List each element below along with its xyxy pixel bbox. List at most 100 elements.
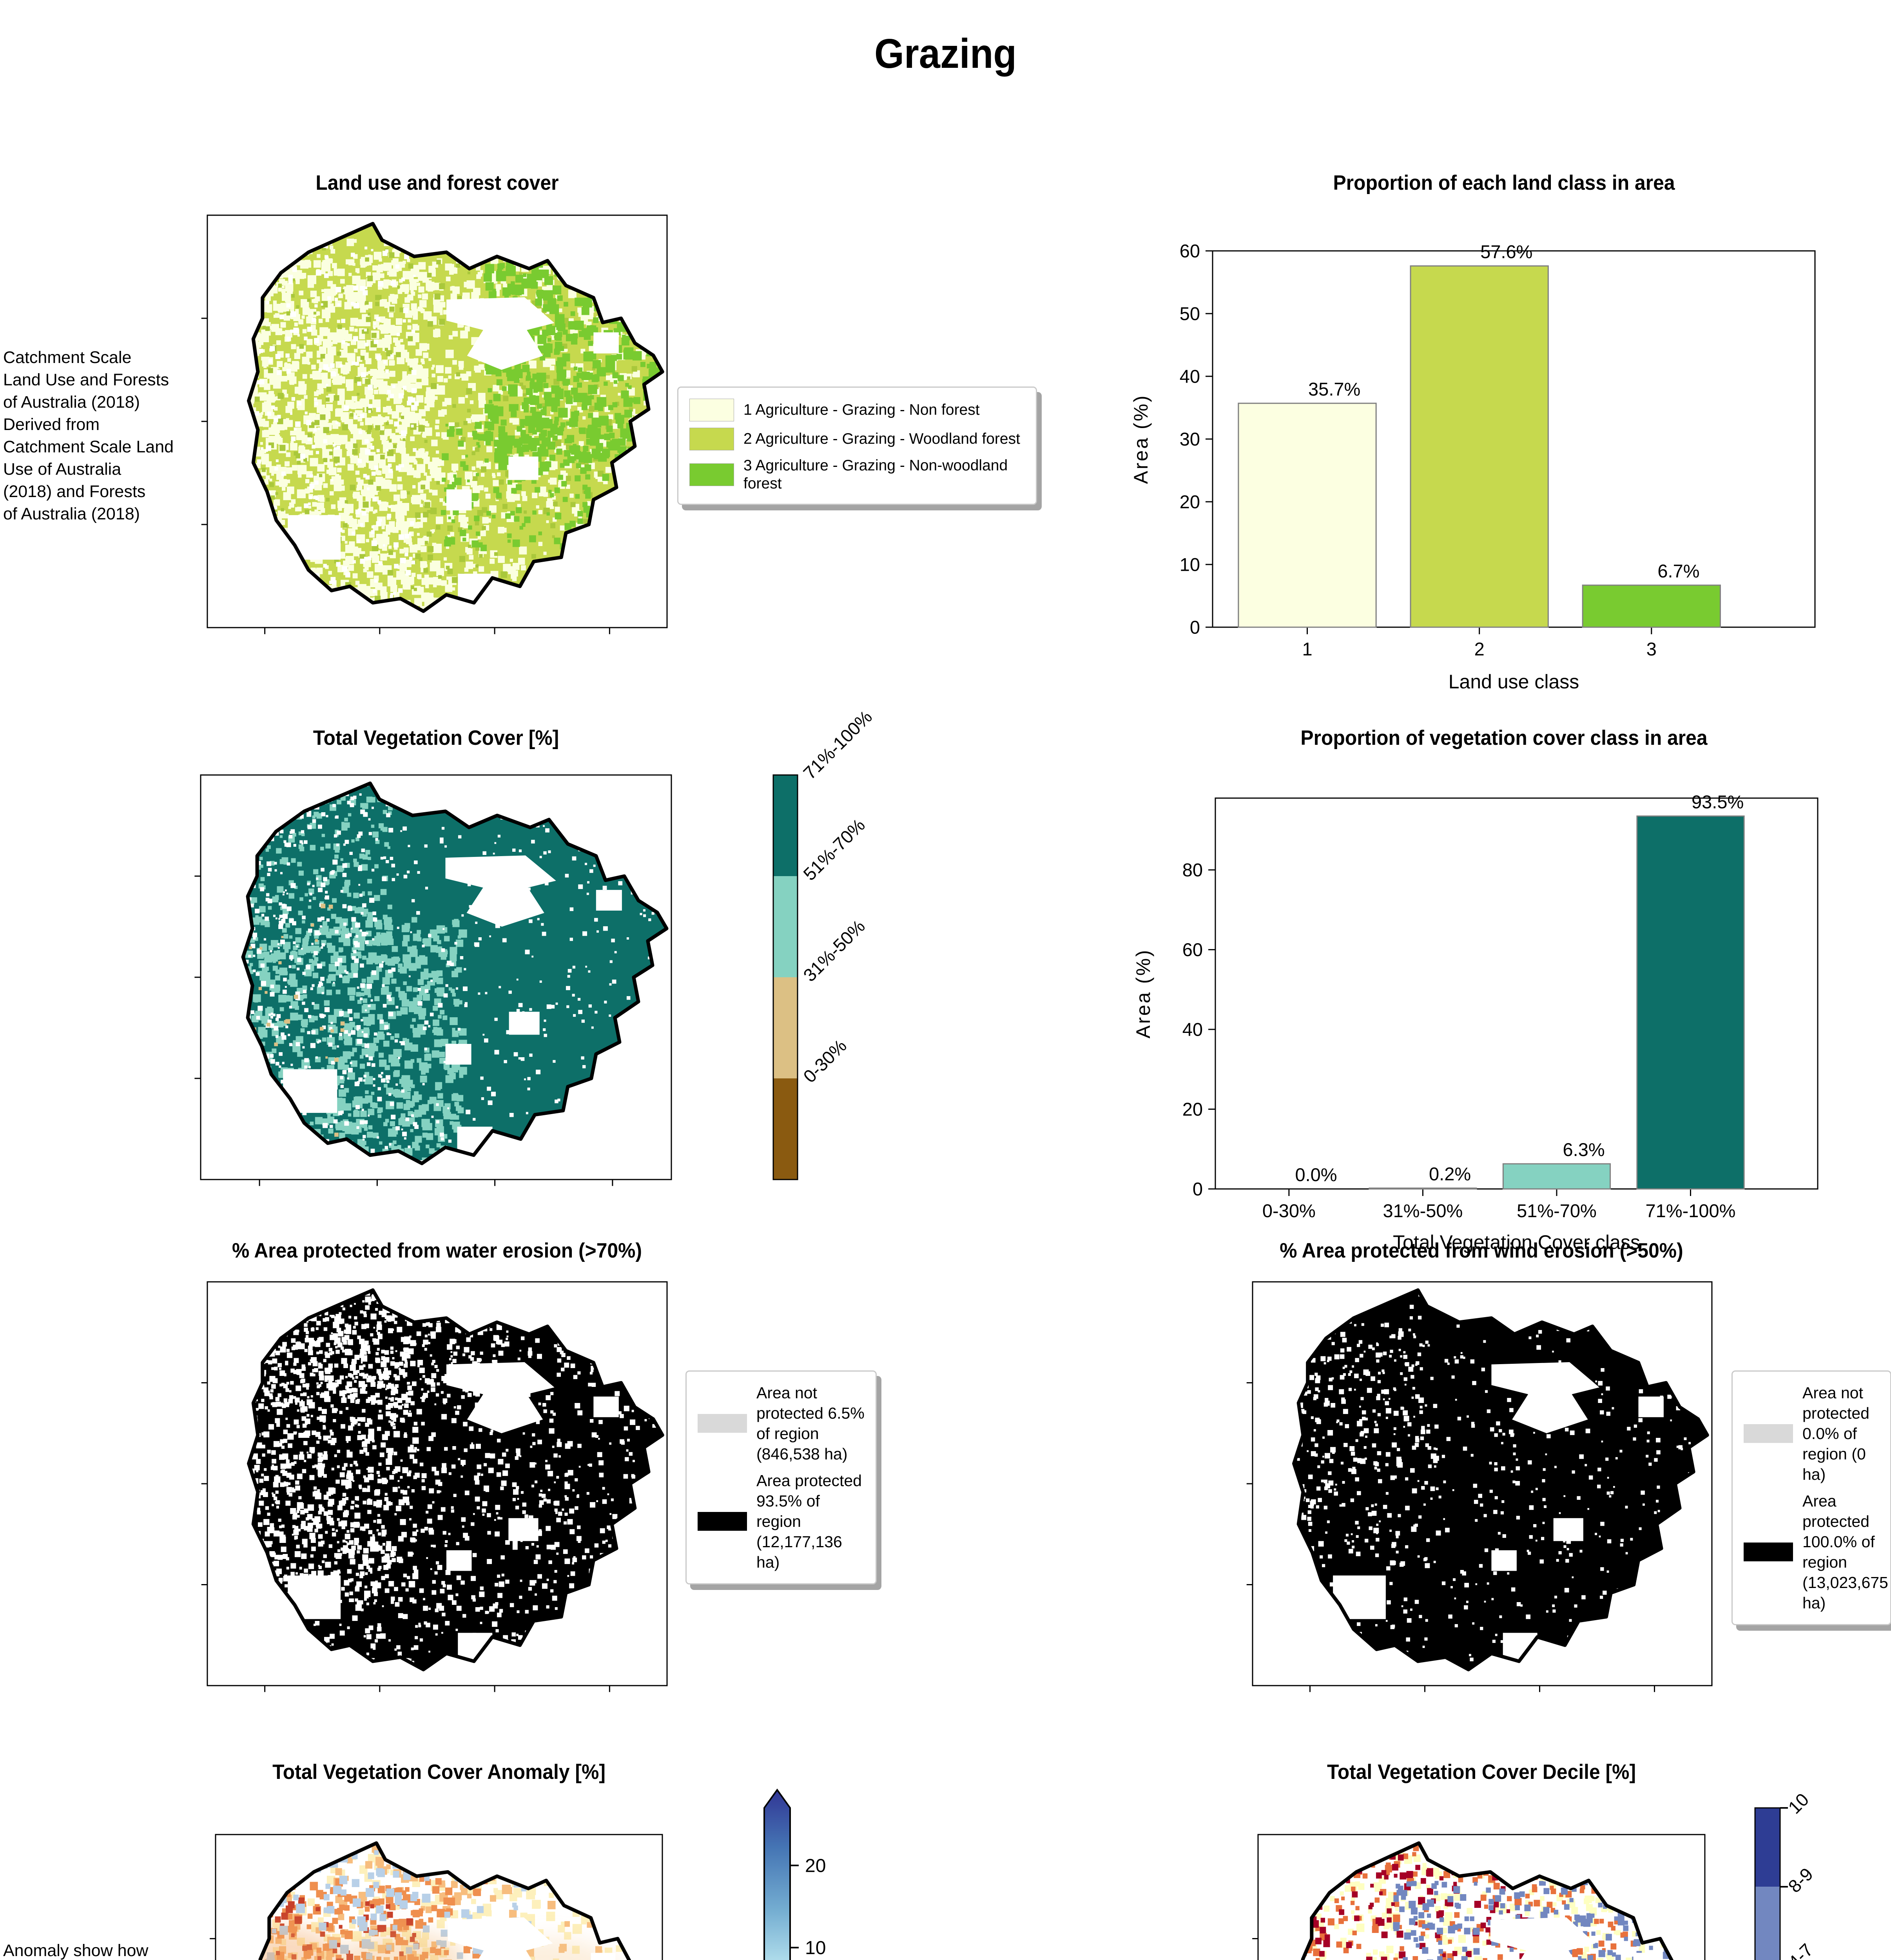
colorbar-label: 31%-50%	[799, 916, 869, 985]
legend-item: 3 Agriculture - Grazing - Non-woodland f…	[689, 454, 1026, 496]
colorbar-label: 71%-100%	[799, 706, 876, 783]
water-erosion-title: % Area protected from water erosion (>70…	[232, 1239, 642, 1262]
y-tick-label: 80	[1182, 860, 1203, 880]
map-frame	[1258, 1835, 1705, 1960]
x-tick-label: 51%-70%	[1517, 1200, 1597, 1221]
y-tick-label: 20	[1180, 491, 1200, 512]
catchment-outline	[256, 1843, 658, 1960]
colorbar-segment	[773, 1078, 798, 1180]
catchment-outline	[1298, 1843, 1701, 1960]
landuse-annotation: Catchment Scale Land Use and Forests of …	[3, 348, 174, 523]
water-erosion-map	[207, 1282, 667, 1686]
landuse-map-title: Land use and forest cover	[315, 171, 559, 194]
y-tick-label: 40	[1182, 1019, 1203, 1040]
bar-value-label: 6.3%	[1563, 1139, 1605, 1160]
bar-value-label: 93.5%	[1692, 791, 1744, 812]
legend-swatch	[689, 463, 734, 486]
colorbar-label: 51%-70%	[799, 815, 869, 884]
x-tick-label: 31%-50%	[1383, 1200, 1463, 1221]
catchment-outline	[249, 224, 663, 612]
map-frame	[216, 1835, 662, 1960]
vegcover-colorbar: 71%-100% 51%-70% 31%-50% 0-30%	[772, 706, 938, 1180]
map-dec-svg	[1258, 1835, 1705, 1960]
landclass-bar-chart: 0 10 20 30 40 50 60 1 35.7% 2 57.6% 3 6.7% Land use c…	[1130, 240, 1816, 693]
anomaly-annotation: Anomaly show how many percetage points e…	[3, 1941, 149, 1960]
map-wind-svg	[1253, 1282, 1712, 1686]
bar-31%-50%	[1369, 1187, 1477, 1190]
colorbar-label: 8-9	[1784, 1864, 1817, 1896]
decile-colorbar: 108-94-72-31	[1754, 1789, 1891, 1960]
legend-item: Area protected 93.5% of region (12,177,1…	[697, 1467, 865, 1575]
colorbar-label: 4-7	[1784, 1940, 1817, 1960]
y-tick-label: 0	[1190, 617, 1200, 637]
catchment-outline	[1294, 1290, 1707, 1670]
colorbar-tick-label: 20	[805, 1856, 826, 1877]
decile-map	[1258, 1835, 1705, 1960]
vegcover-map	[201, 775, 671, 1180]
water-erosion-legend: Area not protected 6.5% of region (846,5…	[685, 1370, 877, 1584]
wind-erosion-legend: Area not protected 0.0% of region (0 ha)…	[1731, 1370, 1891, 1625]
legend-label: 3 Agriculture - Grazing - Non-woodland f…	[743, 457, 1008, 492]
y-tick-label: 10	[1180, 554, 1200, 575]
page-title: Grazing	[874, 31, 1017, 77]
legend-swatch	[1744, 1543, 1793, 1561]
cleared-paddock-holes	[448, 1917, 616, 1960]
bar-51%-70%	[1502, 1163, 1611, 1190]
y-tick-label: 0	[1193, 1178, 1203, 1199]
vegcover-map-title: Total Vegetation Cover [%]	[313, 726, 559, 750]
legend-item: Area protected 100.0% of region (13,023,…	[1743, 1488, 1888, 1616]
wind-erosion-map	[1253, 1282, 1712, 1686]
map-anom-raster	[256, 1843, 658, 1960]
bar-value-label: 57.6%	[1480, 241, 1532, 262]
y-tick-label: 50	[1180, 303, 1200, 324]
bar-value-label: 0.2%	[1429, 1163, 1471, 1184]
catchment-outline	[249, 1290, 663, 1670]
colorbar-tick-label: 10	[805, 1938, 826, 1958]
landuse-legend: 1 Agriculture - Grazing - Non forest 2 Ag…	[677, 387, 1037, 505]
bar-value-label: 6.7%	[1657, 561, 1699, 581]
anomaly-colorbar: 20100−10−20	[763, 1788, 929, 1960]
wind-erosion-title: % Area protected from wind erosion (>50%…	[1280, 1239, 1683, 1262]
colorbar-label: 10	[1784, 1789, 1813, 1818]
vegcover-colorbar-svg: 71%-100% 51%-70% 31%-50% 0-30%	[772, 706, 876, 1180]
bar-1	[1238, 403, 1377, 628]
decile-map-title: Total Vegetation Cover Decile [%]	[1327, 1760, 1636, 1784]
map-anom-svg	[216, 1835, 662, 1960]
anomaly-colorbar-svg: 20100−10−20	[763, 1788, 826, 1960]
y-tick-label: 60	[1182, 939, 1203, 960]
legend-label: Area protected 100.0% of region (13,023,…	[1802, 1492, 1888, 1612]
legend-item: 1 Agriculture - Grazing - Non forest	[689, 396, 1026, 425]
y-axis-label: Area (%)	[1130, 394, 1152, 484]
colorbar-segment	[773, 977, 798, 1078]
y-tick-label: 30	[1180, 428, 1200, 449]
map-water-svg	[207, 1282, 667, 1686]
colorbar-segment	[1755, 1808, 1780, 1887]
vegclass-bar-chart: 0 20 40 60 80 0-30% 0.0% 31%-50% 0.2% 51%-70% 6.3%…	[1132, 791, 1818, 1253]
x-tick-label: 3	[1646, 639, 1657, 659]
legend-item: Area not protected 0.0% of region (0 ha)	[1743, 1379, 1880, 1488]
anomaly-map	[216, 1835, 662, 1960]
bar-value-label: 0.0%	[1295, 1164, 1337, 1185]
legend-swatch	[689, 428, 734, 450]
landclass-chart-title: Proportion of each land class in area	[1333, 171, 1675, 194]
legend-swatch	[1744, 1424, 1793, 1443]
legend-item: Area not protected 6.5% of region (846,5…	[697, 1379, 865, 1467]
landuse-map	[207, 215, 667, 628]
map-landuse-svg	[207, 215, 667, 628]
y-tick-label: 20	[1182, 1099, 1203, 1120]
colorbar-segment	[773, 876, 798, 977]
x-tick-label: 71%-100%	[1646, 1200, 1736, 1221]
legend-item: 2 Agriculture - Grazing - Woodland fores…	[689, 425, 1026, 454]
bar-2	[1410, 265, 1549, 628]
catchment-outline	[243, 783, 667, 1163]
map-veg-svg	[201, 775, 671, 1180]
legend-swatch	[698, 1414, 747, 1433]
legend-label: Area protected 93.5% of region (12,177,1…	[756, 1472, 862, 1571]
colorbar-gradient	[763, 1788, 791, 1960]
vegclass-chart-title: Proportion of vegetation cover class in …	[1300, 726, 1708, 750]
colorbar-segment	[1755, 1887, 1780, 1960]
colorbar-label: 0-30%	[799, 1035, 850, 1087]
y-tick-label: 60	[1180, 240, 1200, 261]
y-tick-label: 40	[1180, 366, 1200, 387]
